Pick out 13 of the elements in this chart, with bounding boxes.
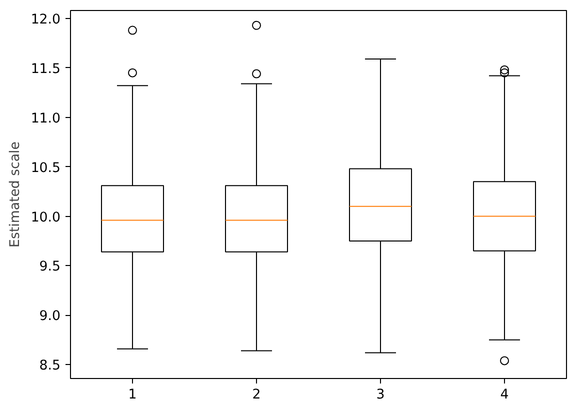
y-tick-label: 11.0 (30, 111, 61, 126)
y-tick-label: 9.0 (39, 309, 61, 324)
y-tick-label: 9.5 (39, 260, 61, 275)
y-axis-title: Estimated scale (8, 142, 23, 248)
y-tick-label: 12.0 (30, 12, 61, 28)
y-tick-label: 8.5 (39, 358, 61, 374)
x-tick-label: 1 (128, 388, 137, 402)
y-tick-label: 11.5 (30, 62, 61, 77)
y-tick-label: 10.5 (30, 160, 61, 176)
y-tick-label: 10.0 (30, 210, 61, 226)
x-tick-label: 3 (376, 388, 385, 402)
x-tick-label: 2 (252, 388, 261, 402)
x-tick-label: 4 (500, 388, 509, 402)
